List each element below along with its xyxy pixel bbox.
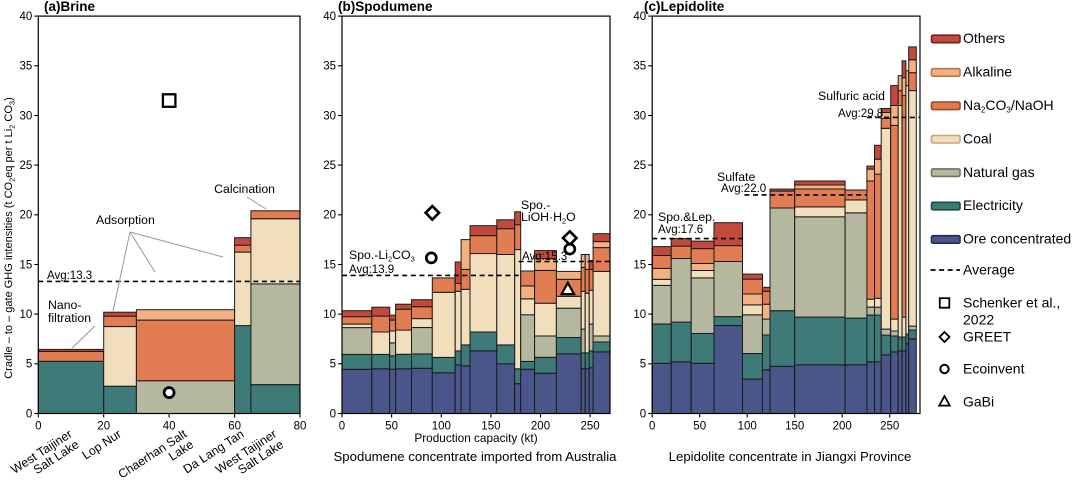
svg-text:Average: Average: [963, 262, 1015, 278]
svg-text:35: 35: [633, 61, 646, 73]
svg-text:10: 10: [20, 309, 33, 321]
svg-text:40: 40: [323, 11, 336, 23]
svg-text:250: 250: [880, 421, 899, 433]
svg-text:Sulfuric acid: Sulfuric acid: [818, 89, 885, 103]
svg-text:Lepidolite concentrate in Jian: Lepidolite concentrate in Jiangxi Provin…: [669, 449, 912, 464]
svg-text:150: 150: [785, 421, 804, 433]
svg-text:60: 60: [228, 421, 241, 433]
svg-text:LiOH·H2O: LiOH·H2O: [521, 210, 576, 226]
svg-text:Electricity: Electricity: [963, 197, 1023, 213]
svg-text:Avg:13.9: Avg:13.9: [349, 264, 394, 276]
svg-text:Calcination: Calcination: [214, 182, 275, 196]
svg-text:Avg:13.3: Avg:13.3: [47, 270, 92, 282]
svg-text:Alkaline: Alkaline: [963, 64, 1012, 80]
svg-text:0: 0: [330, 408, 336, 420]
svg-text:Production capacity (kt): Production capacity (kt): [414, 431, 537, 445]
svg-text:Na2CO3/NaOH: Na2CO3/NaOH: [963, 97, 1054, 115]
svg-text:30: 30: [323, 110, 336, 122]
svg-text:35: 35: [20, 61, 33, 73]
svg-text:Spo.&Lep.: Spo.&Lep.: [658, 210, 715, 224]
svg-text:50: 50: [385, 421, 398, 433]
svg-text:40: 40: [20, 11, 33, 23]
svg-text:Spodumene concentrate imported: Spodumene concentrate imported from Aust…: [334, 449, 618, 464]
svg-text:15: 15: [20, 259, 33, 271]
svg-text:Avg:29.8: Avg:29.8: [838, 108, 883, 120]
svg-text:200: 200: [833, 421, 852, 433]
svg-text:(c)Lepidolite: (c)Lepidolite: [644, 0, 725, 14]
svg-text:Avg:22.0: Avg:22.0: [721, 183, 766, 195]
svg-text:35: 35: [323, 61, 336, 73]
svg-text:5: 5: [26, 359, 32, 371]
svg-text:Sulfate: Sulfate: [717, 170, 755, 184]
svg-text:0: 0: [35, 421, 41, 433]
svg-text:40: 40: [163, 421, 176, 433]
svg-text:80: 80: [294, 421, 307, 433]
svg-text:30: 30: [20, 110, 33, 122]
svg-text:GREET: GREET: [963, 329, 1012, 345]
svg-text:40: 40: [633, 11, 646, 23]
svg-text:10: 10: [633, 309, 646, 321]
svg-text:15: 15: [323, 259, 336, 271]
svg-text:20: 20: [20, 210, 33, 222]
svg-text:25: 25: [323, 160, 336, 172]
svg-text:Schenker et al.,: Schenker et al.,: [963, 295, 1060, 311]
svg-text:Natural gas: Natural gas: [963, 164, 1035, 180]
svg-text:150: 150: [481, 421, 500, 433]
svg-text:0: 0: [640, 408, 646, 420]
svg-text:100: 100: [432, 421, 451, 433]
svg-text:Ecoinvent: Ecoinvent: [963, 361, 1025, 377]
svg-text:GaBi: GaBi: [963, 394, 994, 410]
svg-text:30: 30: [633, 110, 646, 122]
svg-text:0: 0: [649, 421, 655, 433]
svg-text:25: 25: [20, 160, 33, 172]
svg-text:Ore concentrated: Ore concentrated: [963, 231, 1071, 247]
svg-text:20: 20: [97, 421, 110, 433]
svg-text:20: 20: [633, 210, 646, 222]
svg-text:15: 15: [633, 259, 646, 271]
svg-text:Nano-: Nano-: [48, 298, 82, 312]
svg-text:0: 0: [339, 421, 345, 433]
svg-text:100: 100: [738, 421, 757, 433]
svg-text:Cradle – to – gate GHG intensi: Cradle – to – gate GHG intensities (t CO…: [3, 97, 17, 379]
svg-text:Spo.-Li2CO3: Spo.-Li2CO3: [349, 248, 415, 264]
svg-text:5: 5: [330, 359, 336, 371]
svg-text:Avg:17.6: Avg:17.6: [658, 224, 703, 236]
svg-text:10: 10: [323, 309, 336, 321]
svg-text:200: 200: [531, 421, 550, 433]
svg-text:Adsorption: Adsorption: [96, 213, 155, 227]
svg-text:5: 5: [640, 359, 646, 371]
svg-text:2022: 2022: [963, 312, 994, 328]
svg-text:(a)Brine: (a)Brine: [44, 0, 95, 14]
svg-text:Coal: Coal: [963, 130, 992, 146]
svg-text:25: 25: [633, 160, 646, 172]
svg-text:Others: Others: [963, 30, 1005, 46]
svg-text:0: 0: [26, 408, 32, 420]
svg-text:filtration: filtration: [48, 311, 91, 325]
svg-text:Avg:15.3: Avg:15.3: [522, 251, 567, 263]
svg-text:20: 20: [323, 210, 336, 222]
svg-text:50: 50: [693, 421, 706, 433]
svg-text:(b)Spodumene: (b)Spodumene: [338, 0, 433, 14]
svg-text:250: 250: [581, 421, 600, 433]
svg-text:Spo.-: Spo.-: [521, 198, 550, 212]
